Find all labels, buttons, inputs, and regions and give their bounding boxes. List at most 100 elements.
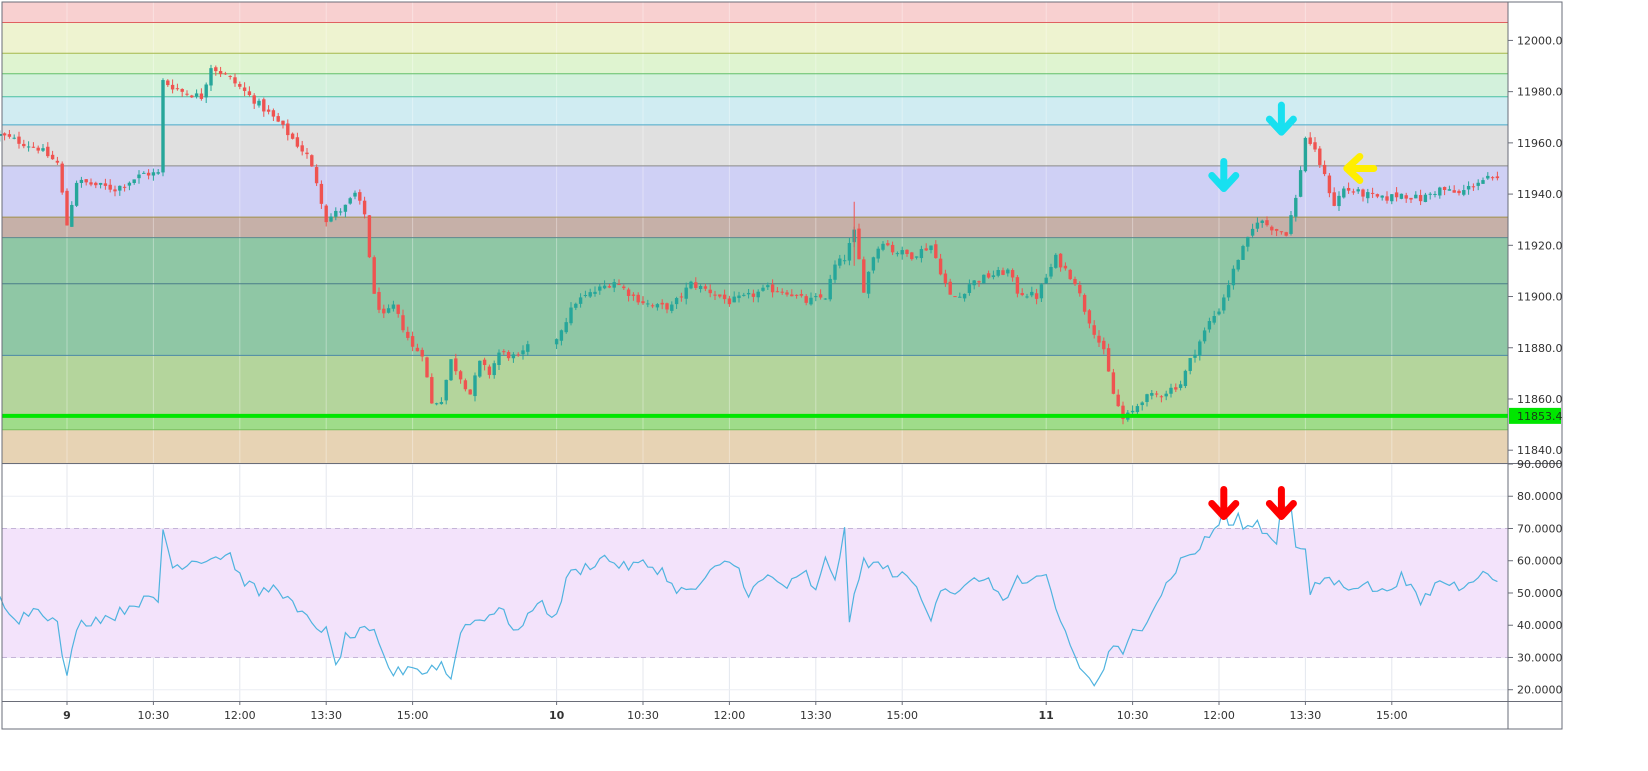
candle[interactable] <box>314 164 319 187</box>
candle[interactable] <box>482 357 487 371</box>
candle[interactable] <box>26 141 31 152</box>
candle[interactable] <box>1370 187 1375 199</box>
candle[interactable] <box>439 397 444 405</box>
candle[interactable] <box>775 286 780 293</box>
candle[interactable] <box>602 280 607 290</box>
candle[interactable] <box>1433 191 1437 198</box>
rsi-panel[interactable] <box>0 485 1508 687</box>
candle[interactable] <box>962 293 967 302</box>
candle[interactable] <box>622 284 626 290</box>
candle[interactable] <box>348 196 352 205</box>
candle[interactable] <box>703 283 708 292</box>
candle[interactable] <box>569 302 573 326</box>
candle[interactable] <box>641 296 645 305</box>
candle[interactable] <box>228 75 232 80</box>
candle[interactable] <box>449 359 453 381</box>
candle[interactable] <box>310 154 314 167</box>
candle[interactable] <box>1054 253 1058 269</box>
candle[interactable] <box>1073 276 1077 287</box>
candle[interactable] <box>722 289 727 304</box>
candle[interactable] <box>98 182 103 189</box>
candle[interactable] <box>842 254 847 265</box>
candle[interactable] <box>1481 177 1485 185</box>
candle[interactable] <box>1034 288 1039 305</box>
candle[interactable] <box>1241 244 1245 260</box>
candle[interactable] <box>1414 191 1418 199</box>
candle[interactable] <box>7 129 12 139</box>
candle[interactable] <box>919 245 924 263</box>
candle[interactable] <box>142 171 146 174</box>
candle[interactable] <box>1322 160 1327 177</box>
candle[interactable] <box>415 343 420 352</box>
candle[interactable] <box>1226 280 1231 301</box>
candle[interactable] <box>1486 172 1490 180</box>
candle[interactable] <box>1255 217 1260 233</box>
candle[interactable] <box>1217 308 1221 316</box>
candle[interactable] <box>751 289 756 303</box>
candle[interactable] <box>1006 268 1010 277</box>
candle[interactable] <box>1490 176 1495 181</box>
candle[interactable] <box>847 237 852 266</box>
candle[interactable] <box>1476 179 1480 191</box>
candle[interactable] <box>1390 194 1394 205</box>
candle[interactable] <box>838 254 842 269</box>
rsi-line[interactable] <box>0 501 1498 687</box>
candle[interactable] <box>1078 281 1082 297</box>
candle[interactable] <box>161 78 165 177</box>
candle[interactable] <box>1164 390 1168 401</box>
candle[interactable] <box>194 89 199 99</box>
candle[interactable] <box>444 379 448 405</box>
candle[interactable] <box>180 88 184 97</box>
candle[interactable] <box>1010 268 1015 282</box>
candle[interactable] <box>262 97 266 117</box>
candle[interactable] <box>742 292 746 297</box>
candle[interactable] <box>290 132 295 140</box>
candle[interactable] <box>492 360 496 379</box>
candle[interactable] <box>204 82 208 103</box>
candle[interactable] <box>458 369 463 384</box>
candle[interactable] <box>1246 236 1250 252</box>
candle[interactable] <box>631 292 636 301</box>
candle[interactable] <box>766 282 770 290</box>
candle[interactable] <box>497 349 501 370</box>
candle[interactable] <box>468 389 472 395</box>
candle[interactable] <box>1313 137 1317 152</box>
candle[interactable] <box>694 277 698 290</box>
candle[interactable] <box>1049 263 1053 279</box>
candle[interactable] <box>1097 330 1101 347</box>
candle[interactable] <box>89 178 93 187</box>
candle[interactable] <box>1375 193 1380 199</box>
candle[interactable] <box>2 132 7 141</box>
candle[interactable] <box>818 289 823 300</box>
candle[interactable] <box>862 256 866 293</box>
candle[interactable] <box>910 251 914 261</box>
candle[interactable] <box>809 292 813 306</box>
candle[interactable] <box>22 139 26 149</box>
candle[interactable] <box>233 73 237 87</box>
candle[interactable] <box>1140 401 1144 411</box>
candle[interactable] <box>454 353 458 375</box>
candle[interactable] <box>1308 132 1312 146</box>
candle[interactable] <box>1020 288 1024 297</box>
candle[interactable] <box>506 350 511 361</box>
candle[interactable] <box>1198 339 1202 361</box>
candle[interactable] <box>94 181 98 189</box>
candle[interactable] <box>1462 184 1466 197</box>
candle[interactable] <box>1178 380 1183 391</box>
candle[interactable] <box>1466 181 1471 195</box>
candle[interactable] <box>1174 383 1178 393</box>
candle[interactable] <box>914 256 919 260</box>
candle[interactable] <box>1135 403 1140 416</box>
candle[interactable] <box>746 288 751 299</box>
candle[interactable] <box>665 302 669 314</box>
candle[interactable] <box>319 180 324 209</box>
candle[interactable] <box>895 251 900 257</box>
candle[interactable] <box>74 180 79 208</box>
candle[interactable] <box>593 286 597 297</box>
candle[interactable] <box>425 356 429 378</box>
candle[interactable] <box>1495 171 1500 181</box>
candle[interactable] <box>242 82 247 97</box>
candle[interactable] <box>679 292 684 302</box>
candle[interactable] <box>761 284 765 292</box>
candle[interactable] <box>617 279 621 286</box>
